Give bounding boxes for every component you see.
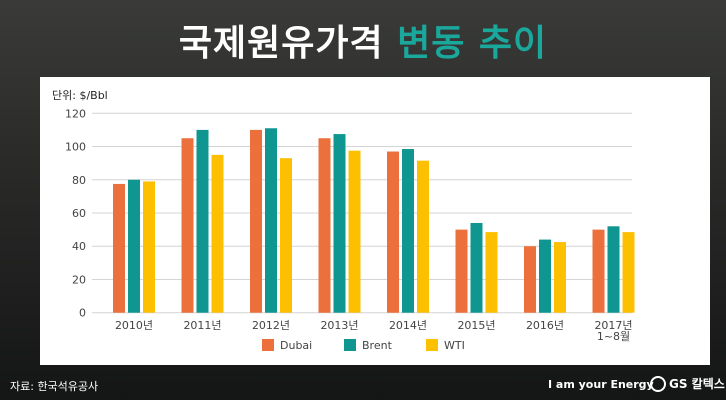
brand-name: GS 칼텍스 (669, 377, 725, 391)
bar-brent (470, 222, 483, 313)
bar-dubai (524, 246, 536, 313)
title-accent: 변동 추이 (397, 23, 548, 64)
source-note: 자료: 한국석유공사 (10, 380, 99, 393)
legend-label: Brent (362, 339, 393, 352)
legend-label: Dubai (280, 339, 312, 352)
bar-wti (554, 242, 566, 313)
bar-wti (211, 154, 224, 313)
y-tick-label: 20 (72, 273, 86, 286)
bar-dubai (250, 129, 262, 313)
bar-brent (196, 129, 209, 313)
page-title: 국제원유가격 변동 추이 (0, 14, 726, 66)
bar-wti (417, 160, 429, 313)
bar-dubai (455, 229, 468, 313)
bar-dubai (113, 183, 125, 313)
y-tick-label: 0 (79, 307, 86, 320)
legend-swatch (262, 339, 274, 351)
bar-brent (128, 179, 140, 313)
bar-wti (143, 181, 155, 313)
bar-dubai (387, 151, 399, 313)
legend-swatch (426, 339, 438, 351)
bar-dubai (181, 138, 194, 313)
bar-brent (402, 149, 414, 313)
y-tick-label: 40 (72, 240, 86, 253)
bar-wti (280, 158, 292, 313)
x-tick-label: 2016년 (526, 319, 564, 332)
gs-caltex-logo: GS 칼텍스 (650, 375, 725, 392)
bar-brent (333, 134, 346, 313)
x-tick-label: 2012년 (252, 319, 290, 332)
bar-dubai (592, 229, 605, 313)
x-tick-label: 2010년 (115, 319, 153, 332)
y-axis-unit: 단위: $/Bbl (52, 89, 108, 102)
bar-dubai (318, 138, 331, 313)
x-tick-label: 2015년 (457, 319, 495, 332)
bar-brent (607, 226, 620, 313)
x-tick-label: 1~8월 (597, 330, 630, 343)
y-tick-label: 80 (72, 174, 86, 187)
x-tick-label: 2014년 (389, 319, 427, 332)
bar-wti (485, 232, 498, 313)
x-tick-label: 2013년 (320, 319, 358, 332)
slogan: I am your Energy (548, 378, 654, 391)
bar-brent (539, 239, 551, 313)
bar-wti (622, 232, 635, 313)
bar-brent (265, 128, 277, 313)
bar-wti (348, 150, 361, 313)
y-tick-label: 60 (72, 207, 86, 220)
y-tick-label: 120 (65, 107, 86, 120)
legend-swatch (344, 339, 356, 351)
title-main: 국제원유가격 (178, 23, 384, 64)
y-tick-label: 100 (65, 141, 86, 154)
legend-label: WTI (444, 339, 465, 352)
x-tick-label: 2017년 (594, 319, 632, 332)
x-tick-label: 2011년 (183, 319, 221, 332)
logo-mark-icon (650, 375, 666, 392)
